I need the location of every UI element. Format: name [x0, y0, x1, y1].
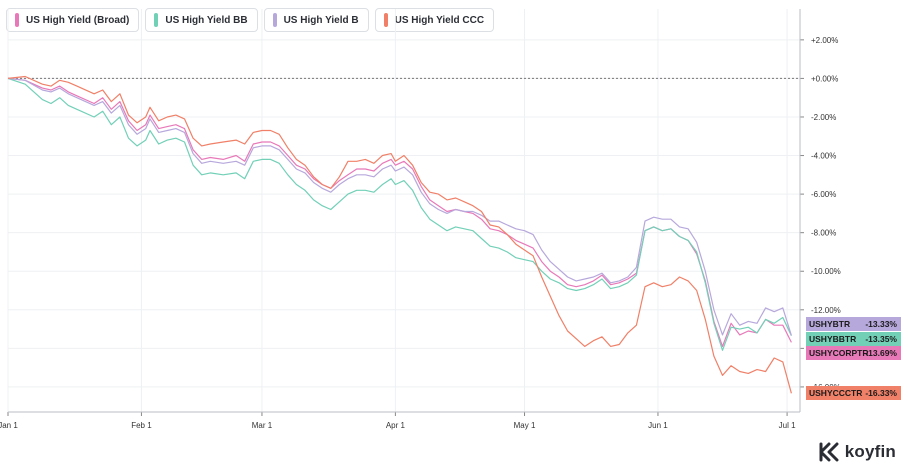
y-tick-label: -2.00% — [811, 113, 836, 122]
legend-item-broad[interactable]: US High Yield (Broad) — [6, 8, 140, 32]
last-value-tag-ushycorptr: USHYCORPTR-13.69% — [806, 346, 901, 360]
tag-value: -13.35% — [865, 334, 897, 344]
grid-layer — [7, 9, 800, 412]
legend-swatch-ccc — [383, 13, 388, 27]
tag-ticker: USHYCORPTR — [809, 348, 869, 358]
y-tick-label: -6.00% — [811, 190, 836, 199]
legend-swatch-b — [272, 13, 277, 27]
x-tick-label: Jul 1 — [779, 421, 796, 430]
legend-swatch-broad — [15, 13, 19, 27]
legend-item-ccc[interactable]: US High Yield CCC — [374, 8, 495, 32]
series-line-ushybbtr — [7, 77, 792, 351]
legend-label-bb: US High Yield BB — [165, 14, 248, 26]
x-tick-label: Jan 1 — [0, 421, 18, 430]
brand-name: koyfin — [844, 442, 896, 461]
legend-label-ccc: US High Yield CCC — [394, 14, 485, 26]
tag-background — [806, 332, 901, 346]
legend-item-bb[interactable]: US High Yield BB — [145, 8, 258, 32]
tag-value: -13.69% — [865, 348, 897, 358]
series-lines — [7, 75, 792, 394]
tag-value: -13.33% — [865, 319, 897, 329]
tag-background — [806, 386, 901, 400]
y-tick-label: -8.00% — [811, 229, 836, 238]
tag-ticker: USHYBBTR — [809, 334, 856, 344]
y-tick-label: +0.00% — [811, 74, 838, 83]
x-tick-label: May 1 — [514, 421, 536, 430]
x-tick-label: Jun 1 — [648, 421, 668, 430]
legend-label-b: US High Yield B — [283, 14, 359, 26]
legend-label-broad: US High Yield (Broad) — [26, 14, 130, 26]
last-value-tags: USHYBTR -13.33%USHYBBTR -13.35%USHYCORPTR-… — [806, 317, 901, 400]
last-value-tag-ushybbtr: USHYBBTR -13.35% — [806, 332, 901, 346]
x-tick-label: Apr 1 — [386, 421, 406, 430]
series-line-ushyccctr — [7, 75, 792, 394]
last-value-tag-ushybtr: USHYBTR -13.33% — [806, 317, 901, 331]
brand-logo: koyfin — [819, 442, 896, 462]
tag-background — [806, 317, 901, 331]
legend-swatch-bb — [154, 13, 159, 27]
x-axis: Jan 1 Feb 1 Mar 1 Apr 1 May 1 Jun 1 Jul 1 — [0, 411, 800, 430]
last-value-tag-ushyccctr: USHYCCCTR -16.33% — [806, 386, 901, 400]
chart-legend: US High Yield (Broad) US High Yield BB U… — [6, 8, 495, 32]
tag-background — [806, 346, 901, 360]
tag-ticker: USHYBTR — [809, 319, 850, 329]
series-line-ushybtr — [7, 77, 792, 336]
y-tick-label: -10.00% — [811, 267, 841, 276]
y-tick-label: -12.00% — [811, 306, 841, 315]
koyfin-logo-icon — [819, 442, 839, 462]
y-tick-label: -4.00% — [811, 152, 836, 161]
tag-ticker: USHYCCCTR — [809, 388, 862, 398]
tag-value: -16.33% — [865, 388, 897, 398]
x-tick-label: Mar 1 — [252, 421, 273, 430]
y-tick-label: +2.00% — [811, 36, 838, 45]
legend-item-b[interactable]: US High Yield B — [263, 8, 369, 32]
x-tick-label: Feb 1 — [131, 421, 152, 430]
